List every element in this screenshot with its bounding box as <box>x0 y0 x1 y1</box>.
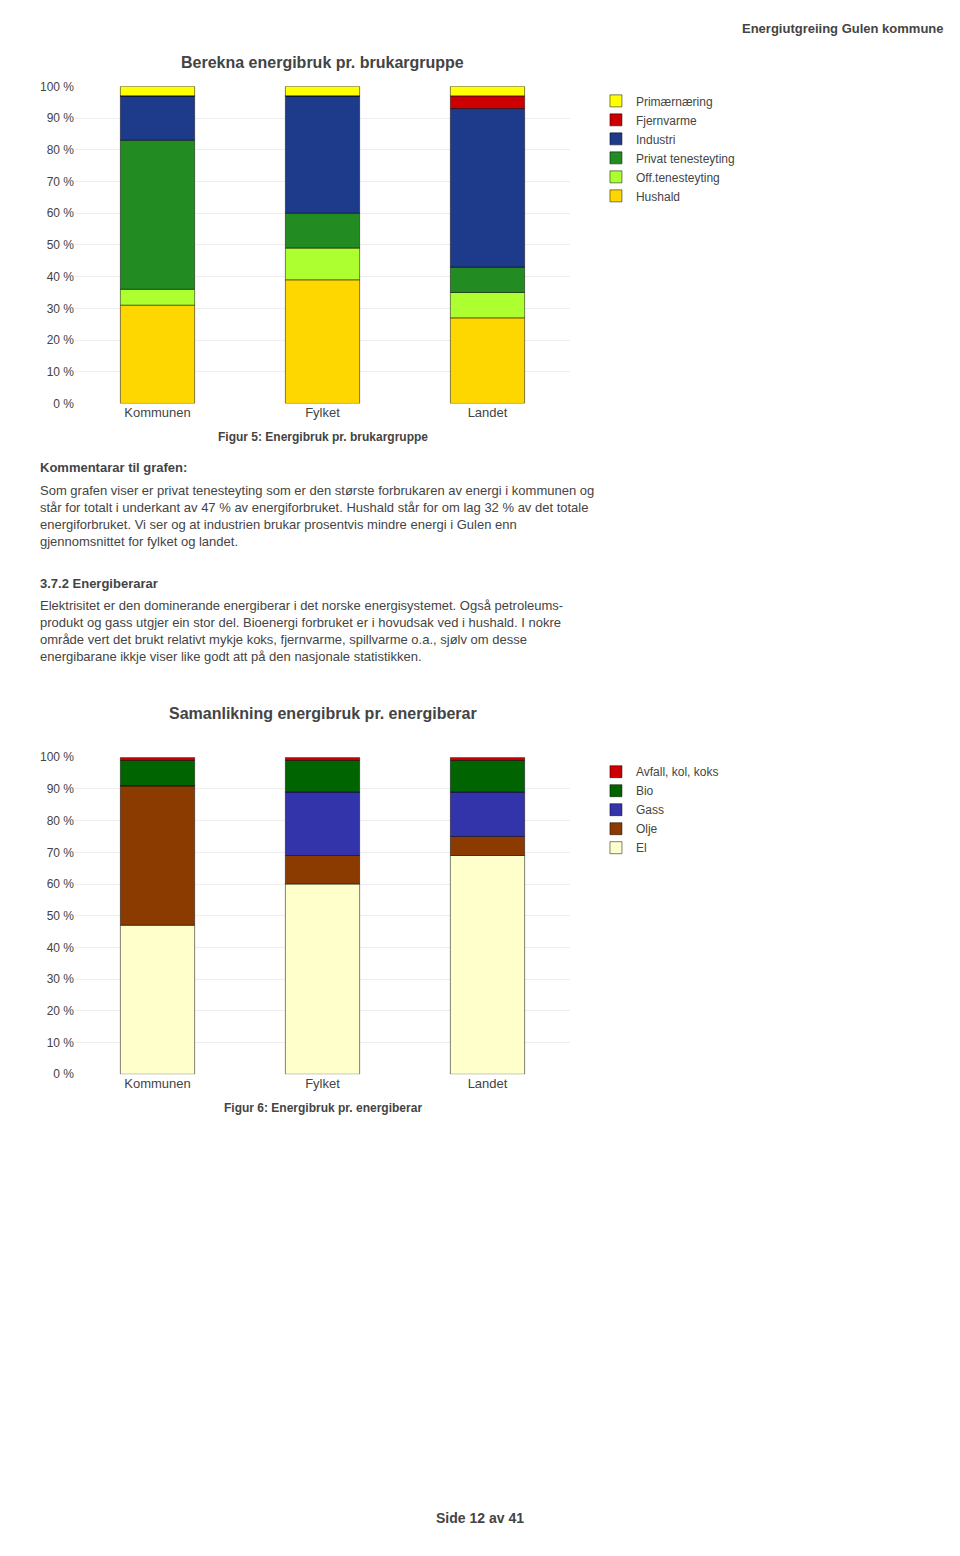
svg-text:10 %: 10 % <box>47 365 75 379</box>
svg-text:20 %: 20 % <box>47 1004 75 1018</box>
svg-text:30 %: 30 % <box>47 972 75 986</box>
svg-text:Som grafen viser er privat ten: Som grafen viser er privat tenesteyting … <box>40 483 594 549</box>
svg-text:70 %: 70 % <box>47 846 75 860</box>
svg-text:Privat tenesteyting: Privat tenesteyting <box>636 152 735 166</box>
svg-text:80 %: 80 % <box>47 143 75 157</box>
svg-text:0 %: 0 % <box>53 1067 74 1081</box>
svg-text:Olje: Olje <box>636 822 658 836</box>
svg-text:50 %: 50 % <box>47 909 75 923</box>
svg-text:Fjernvarme: Fjernvarme <box>636 114 697 128</box>
svg-text:El: El <box>636 841 647 855</box>
svg-text:Figur 5: Energibruk pr. brukar: Figur 5: Energibruk pr. brukargruppe <box>218 430 428 444</box>
svg-text:Side 12 av 41: Side 12 av 41 <box>436 1510 524 1526</box>
svg-text:Samanlikning energibruk pr. en: Samanlikning energibruk pr. energiberar <box>169 705 477 722</box>
svg-text:Fylket: Fylket <box>305 1076 340 1091</box>
svg-text:100 %: 100 % <box>40 750 74 764</box>
svg-text:Berekna energibruk pr. brukarg: Berekna energibruk pr. brukargruppe <box>181 54 464 71</box>
svg-text:Energiutgreiing Gulen kommune: Energiutgreiing Gulen kommune <box>742 21 944 36</box>
svg-text:10 %: 10 % <box>47 1036 75 1050</box>
svg-text:90 %: 90 % <box>47 111 75 125</box>
svg-text:Primærnæring: Primærnæring <box>636 95 713 109</box>
svg-text:Kommunen: Kommunen <box>124 1076 190 1091</box>
svg-text:20 %: 20 % <box>47 333 75 347</box>
svg-text:40 %: 40 % <box>47 270 75 284</box>
svg-text:80 %: 80 % <box>47 814 75 828</box>
svg-text:Gass: Gass <box>636 803 664 817</box>
svg-text:0 %: 0 % <box>53 397 74 411</box>
svg-text:100 %: 100 % <box>40 80 74 94</box>
svg-text:Elektrisitet er den dominerand: Elektrisitet er den dominerande energibe… <box>40 598 563 664</box>
svg-text:Bio: Bio <box>636 784 654 798</box>
svg-text:Kommunen: Kommunen <box>124 405 190 420</box>
svg-text:3.7.2 Energiberarar: 3.7.2 Energiberarar <box>40 576 158 591</box>
svg-text:Industri: Industri <box>636 133 675 147</box>
svg-text:Off.tenesteyting: Off.tenesteyting <box>636 171 720 185</box>
svg-text:30 %: 30 % <box>47 302 75 316</box>
svg-text:90 %: 90 % <box>47 782 75 796</box>
svg-text:70 %: 70 % <box>47 175 75 189</box>
svg-text:50 %: 50 % <box>47 238 75 252</box>
svg-text:60 %: 60 % <box>47 877 75 891</box>
svg-text:Hushald: Hushald <box>636 190 680 204</box>
svg-text:Fylket: Fylket <box>305 405 340 420</box>
svg-text:Landet: Landet <box>468 405 508 420</box>
svg-text:Landet: Landet <box>468 1076 508 1091</box>
svg-text:Figur 6: Energibruk pr. energi: Figur 6: Energibruk pr. energiberar <box>224 1101 422 1115</box>
svg-text:40 %: 40 % <box>47 941 75 955</box>
svg-text:Kommentarar til grafen:: Kommentarar til grafen: <box>40 460 187 475</box>
svg-text:60 %: 60 % <box>47 206 75 220</box>
svg-text:Avfall, kol, koks: Avfall, kol, koks <box>636 765 718 779</box>
